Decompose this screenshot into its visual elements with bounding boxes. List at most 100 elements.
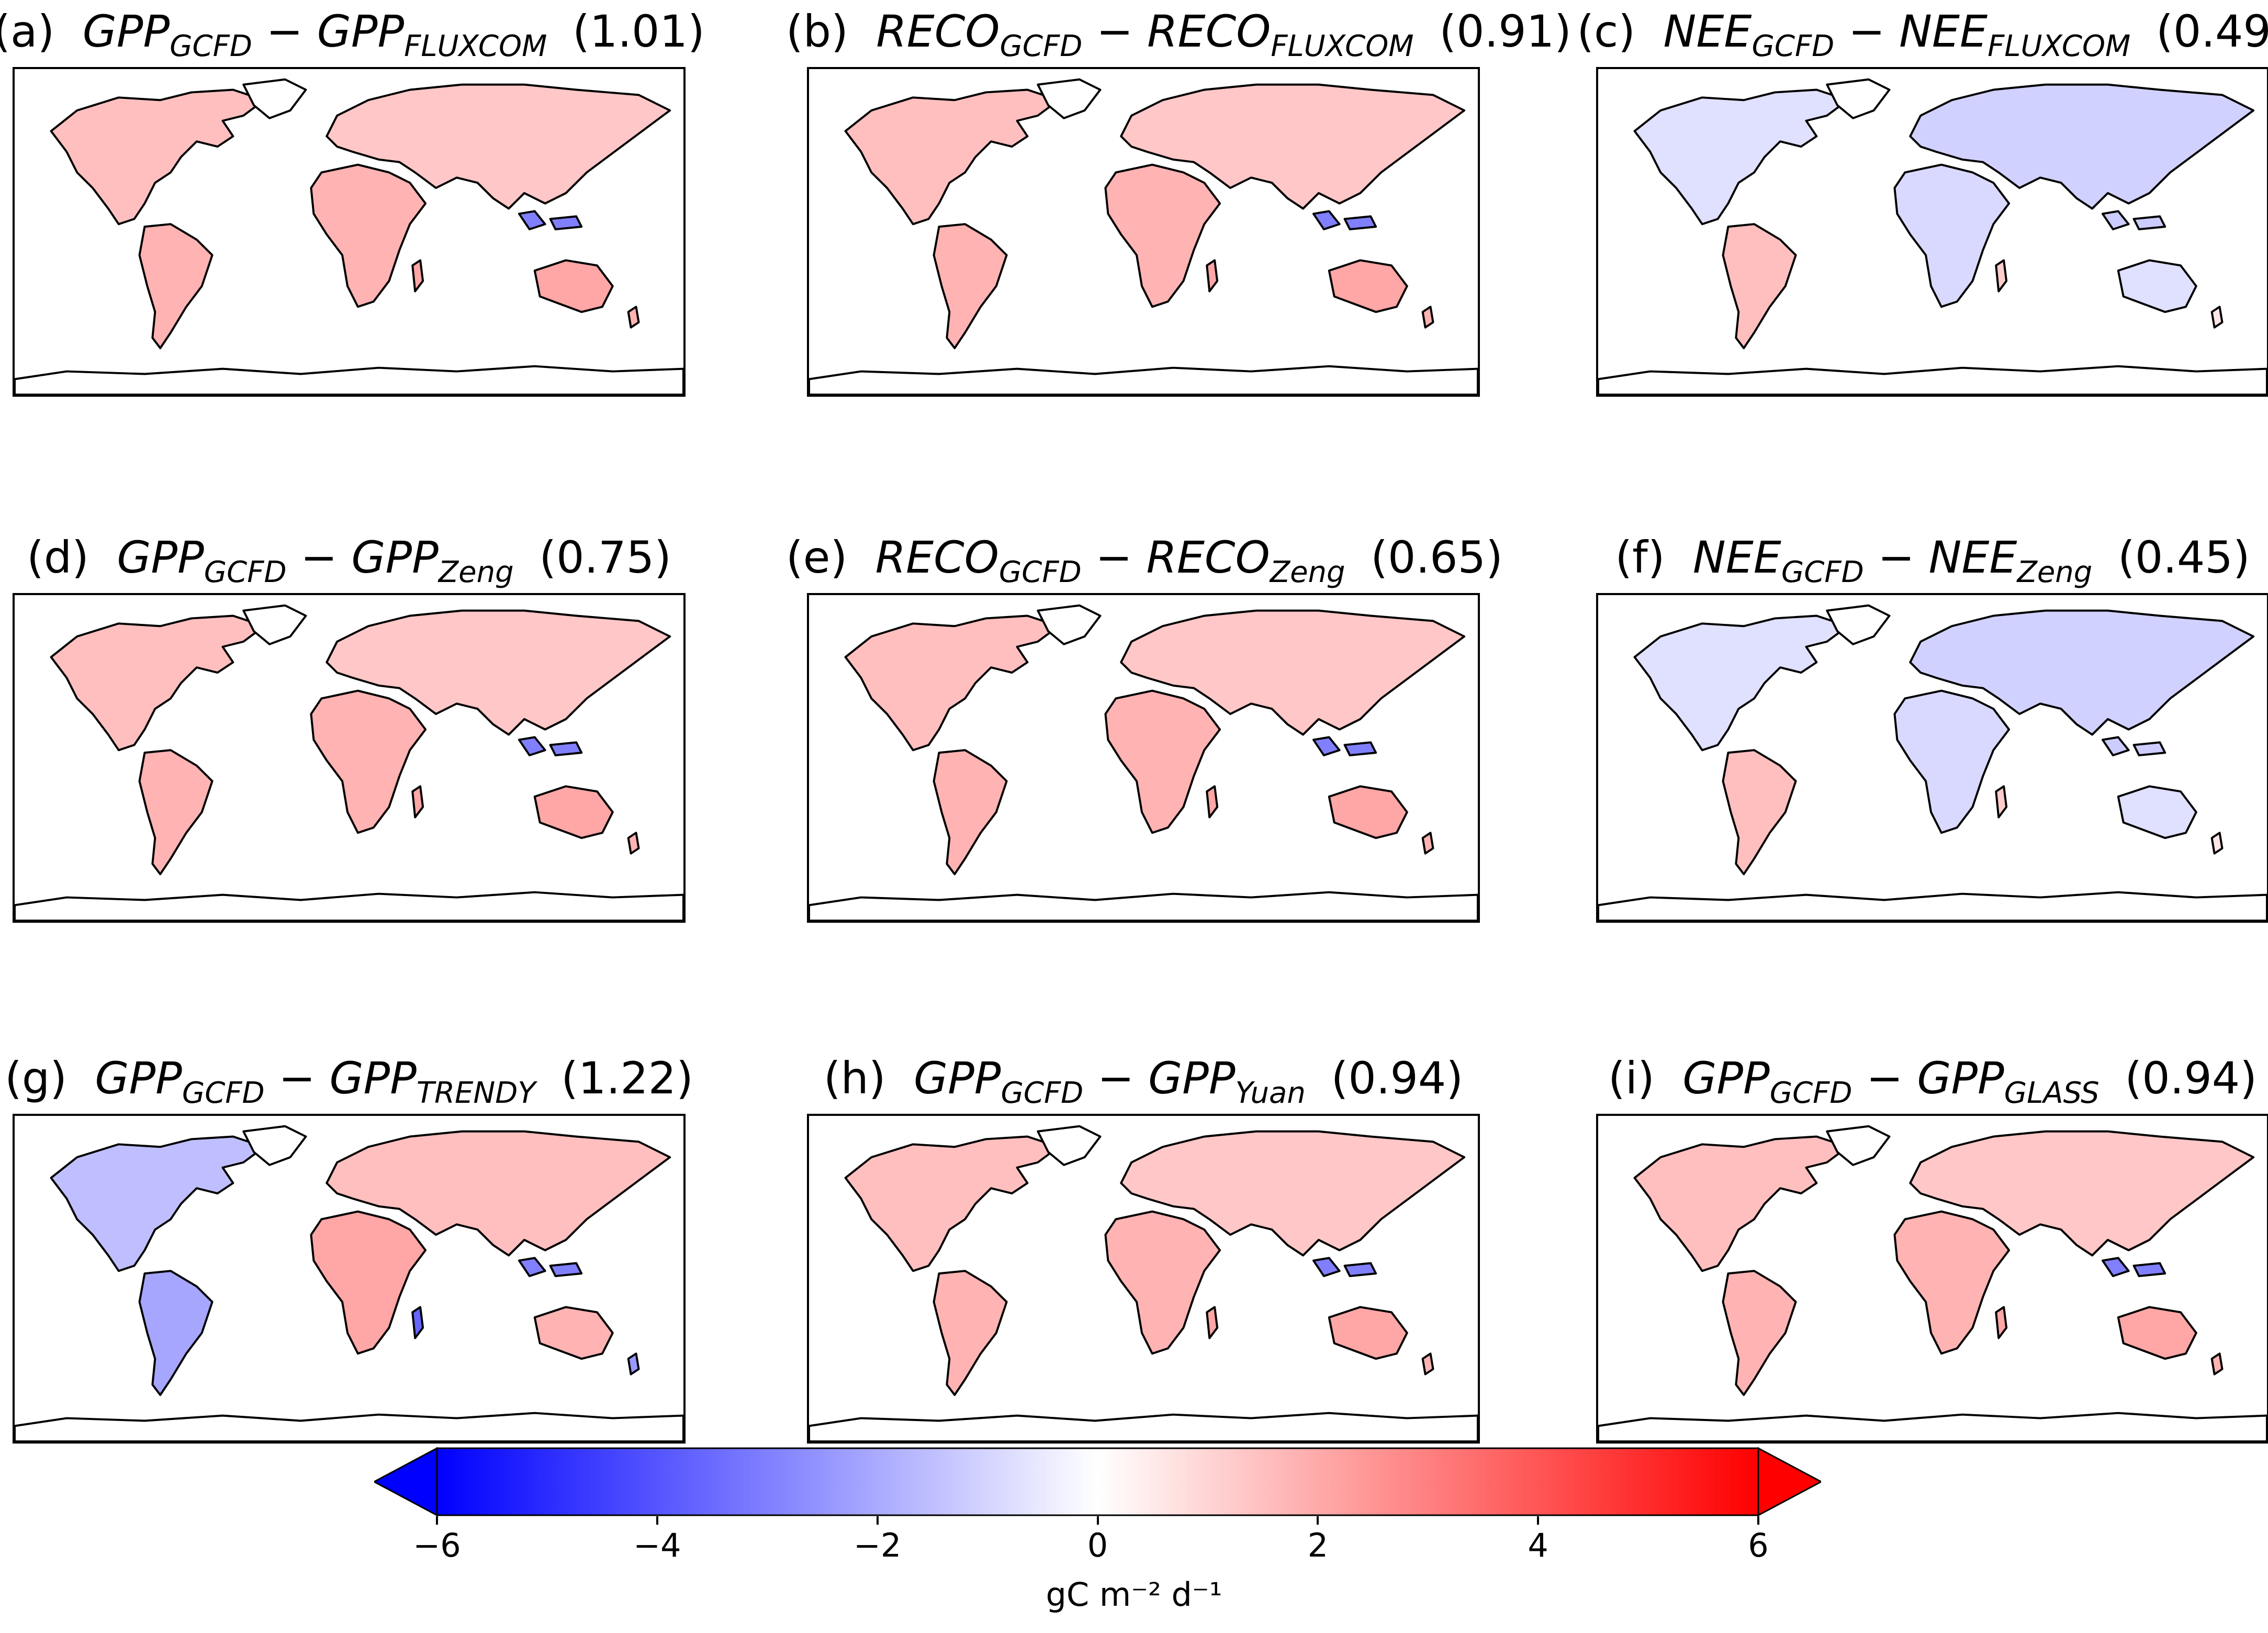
panel-sub-ref: Yuan (1235, 1076, 1306, 1110)
southAmerica-landmass (933, 1270, 1008, 1396)
australia-landmass (533, 259, 614, 314)
colorbar-tick-label: 4 (1528, 1526, 1548, 1564)
panel-sub-base: GCFD (182, 1076, 265, 1110)
seAsia-landmass (518, 1257, 583, 1278)
panel-var-b: RECO (1147, 6, 1271, 57)
eurasia-landmass (1909, 609, 2255, 736)
seAsia-landmass (518, 736, 583, 757)
colorbar-tick-label: 2 (1307, 1526, 1329, 1564)
greenland-landmass (242, 604, 307, 645)
madagascar-landmass (1206, 259, 1219, 293)
minus-sign: − (1848, 6, 1885, 57)
map-frame (1596, 67, 2268, 397)
panel-title: (c) NEEGCFD − NEEFLUXCOM (0.49) (1575, 0, 2268, 63)
africa-landmass (1893, 689, 2011, 834)
eurasia-landmass (1120, 83, 1466, 210)
greenland-landmass (1826, 1125, 1891, 1166)
colorbar-gradient (436, 1447, 1759, 1516)
eurasia-landmass (1120, 609, 1466, 736)
panel-var-b: GPP (317, 6, 405, 57)
panel-sub-ref: Zeng (1270, 555, 1345, 589)
australia-landmass (2117, 259, 2197, 314)
panel-sub-ref: FLUXCOM (404, 29, 547, 63)
map-frame (807, 1114, 1480, 1444)
northAmerica-landmass (1633, 88, 1849, 226)
minus-sign: − (300, 532, 338, 583)
southAmerica-landmass (138, 749, 214, 876)
panel-var-b: GPP (329, 1053, 417, 1104)
northAmerica-landmass (844, 614, 1060, 752)
panel-letter: (d) (27, 532, 89, 583)
panel-letter: (f) (1615, 532, 1665, 583)
panel-var-a: RECO (876, 6, 1000, 57)
africa-landmass (310, 1210, 427, 1355)
africa-landmass (1893, 1210, 2011, 1355)
northAmerica-landmass (50, 614, 266, 752)
seAsia-landmass (1312, 210, 1377, 231)
australia-landmass (1328, 1306, 1408, 1360)
seAsia-landmass (518, 210, 583, 231)
africa-landmass (1104, 163, 1221, 308)
panel-sub-base: GCFD (204, 555, 287, 589)
map-frame (13, 67, 686, 397)
madagascar-landmass (1995, 259, 2008, 293)
minus-sign: − (278, 1053, 316, 1104)
colorbar (372, 1447, 1823, 1517)
panel-sub-base: GCFD (170, 29, 252, 63)
panel-title: (d) GPPGCFD − GPPZeng (0.75) (0, 526, 706, 589)
panel-var-b: GPP (1917, 1053, 2004, 1104)
southAmerica-landmass (138, 1270, 214, 1396)
northAmerica-landmass (1633, 1135, 1849, 1272)
map-frame (807, 67, 1480, 397)
panel-title: (g) GPPGCFD − GPPTRENDY (1.22) (0, 1047, 706, 1110)
panel-title: (e) RECOGCFD − RECOZeng (0.65) (786, 526, 1503, 589)
panel-var-b: GPP (351, 532, 439, 583)
antarctica-landmass (1598, 891, 2267, 921)
panel-sub-base: GCFD (1781, 555, 1864, 589)
colorbar-tickmark (1757, 1516, 1759, 1525)
panel-sub-base: GCFD (1751, 29, 1835, 63)
antarctica-landmass (15, 365, 683, 395)
seAsia-landmass (1312, 736, 1377, 757)
eurasia-landmass (325, 83, 671, 210)
madagascar-landmass (1206, 1306, 1219, 1339)
panel-rmse: (0.45) (2118, 532, 2250, 583)
africa-landmass (1104, 1210, 1221, 1355)
panel-rmse: (0.65) (1371, 532, 1503, 583)
panel-var-b: RECO (1146, 532, 1270, 583)
colorbar-label: gC m⁻² d⁻¹ (1046, 1575, 1222, 1614)
map-frame (13, 1114, 686, 1444)
australia-landmass (1328, 785, 1408, 840)
panel-var-a: GPP (82, 6, 170, 57)
panel-sub-base: GCFD (1000, 29, 1083, 63)
panel-var-a: GPP (914, 1053, 1001, 1104)
antarctica-landmass (15, 1412, 683, 1441)
panel-var-a: NEE (1692, 532, 1781, 583)
eurasia-landmass (325, 1130, 671, 1257)
panel-title: (f) NEEGCFD − NEEZeng (0.45) (1575, 526, 2268, 589)
southAmerica-landmass (933, 223, 1008, 350)
panel-var-a: NEE (1663, 6, 1752, 57)
panel-var-b: NEE (1899, 6, 1988, 57)
eurasia-landmass (1909, 1130, 2255, 1257)
panel-title: (h) GPPGCFD − GPPYuan (0.94) (786, 1047, 1501, 1110)
colorbar-tickmark (876, 1516, 879, 1525)
colorbar-tickmark (1096, 1516, 1099, 1525)
northAmerica-landmass (844, 88, 1060, 226)
africa-landmass (1893, 163, 2011, 308)
australia-landmass (1328, 259, 1408, 314)
antarctica-landmass (15, 891, 683, 921)
antarctica-landmass (809, 891, 1478, 921)
greenland-landmass (1037, 604, 1102, 645)
antarctica-landmass (1598, 365, 2267, 395)
panel-var-b: GPP (1148, 1053, 1236, 1104)
panel-var-a: RECO (875, 532, 999, 583)
minus-sign: − (1095, 532, 1132, 583)
madagascar-landmass (411, 259, 424, 293)
map-frame (1596, 1114, 2268, 1444)
seAsia-landmass (1312, 1257, 1377, 1278)
panel-rmse: (1.22) (561, 1053, 693, 1104)
panel-rmse: (0.75) (539, 532, 671, 583)
greenland-landmass (1037, 78, 1102, 119)
seAsia-landmass (2101, 736, 2166, 757)
